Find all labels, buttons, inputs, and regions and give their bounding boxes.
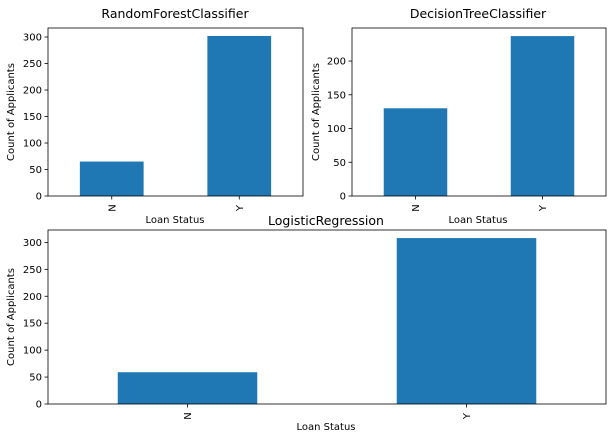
y-axis-label: Count of Applicants — [6, 63, 17, 161]
y-tick-label: 50 — [29, 165, 42, 176]
x-tick-label: Y — [462, 412, 473, 420]
bar — [207, 35, 272, 197]
chart-decision-tree: DecisionTreeClassifier 0 50 100 150 200 N Y C… — [311, 6, 607, 226]
chart-title: RandomForestClassifier — [101, 6, 249, 21]
y-tick-label: 300 — [23, 33, 42, 44]
y-tick-label: 150 — [327, 90, 346, 101]
y-tick-label: 150 — [23, 319, 42, 330]
y-tick-label: 200 — [23, 86, 42, 97]
y-tick-label: 100 — [23, 139, 42, 150]
bar — [79, 161, 144, 196]
chart-title: DecisionTreeClassifier — [410, 6, 547, 21]
chart-title: LogisticRegression — [268, 213, 384, 228]
y-tick-label: 50 — [29, 373, 42, 384]
y-tick-label: 50 — [333, 158, 346, 169]
chart-logistic-regression: LogisticRegression 0 50 100 150 200 250 300 N Y… — [6, 213, 607, 433]
axes-frame — [47, 229, 607, 405]
y-tick-label: 100 — [327, 124, 346, 135]
x-tick-label: N — [107, 204, 118, 211]
y-tick-label: 200 — [23, 292, 42, 303]
y-tick-label: 250 — [23, 265, 42, 276]
bar — [383, 108, 448, 196]
y-tick-label: 150 — [23, 112, 42, 123]
y-tick-label: 200 — [327, 57, 346, 68]
x-tick-label: N — [411, 204, 422, 211]
x-tick-label: N — [183, 412, 194, 419]
x-tick-label: Y — [538, 204, 549, 212]
bar — [117, 372, 258, 404]
x-axis-label: Loan Status — [296, 422, 355, 433]
y-tick-label: 0 — [36, 400, 42, 411]
y-tick-label: 0 — [340, 192, 346, 203]
y-axis-label: Count of Applicants — [311, 63, 322, 161]
x-tick-label: Y — [235, 204, 246, 212]
bar — [510, 36, 575, 196]
axes-frame — [47, 27, 304, 197]
y-tick-label: 300 — [23, 238, 42, 249]
x-axis-label: Loan Status — [448, 215, 507, 226]
bar — [396, 238, 537, 404]
y-axis-label: Count of Applicants — [6, 268, 17, 366]
chart-random-forest: RandomForestClassifier 0 50 100 150 200 250 30… — [6, 6, 304, 226]
y-tick-label: 100 — [23, 346, 42, 357]
x-axis-label: Loan Status — [145, 215, 204, 226]
axes-frame — [351, 27, 607, 197]
y-tick-label: 250 — [23, 59, 42, 70]
y-tick-label: 0 — [36, 192, 42, 203]
